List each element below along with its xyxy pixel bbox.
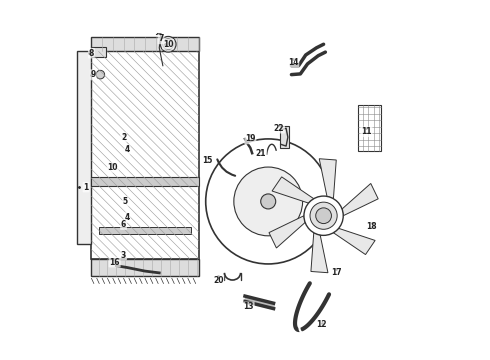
- Text: 11: 11: [361, 127, 372, 136]
- Text: 3: 3: [121, 251, 126, 260]
- Text: 4: 4: [124, 145, 130, 154]
- Text: 17: 17: [331, 268, 342, 277]
- Circle shape: [316, 208, 331, 224]
- Text: 6: 6: [121, 220, 126, 229]
- Text: 18: 18: [367, 222, 377, 231]
- Text: 20: 20: [213, 275, 223, 284]
- Text: 12: 12: [317, 320, 327, 329]
- Text: 15: 15: [202, 156, 213, 165]
- Circle shape: [160, 36, 176, 52]
- Bar: [92, 37, 198, 51]
- Polygon shape: [269, 216, 305, 248]
- Circle shape: [261, 194, 276, 209]
- Circle shape: [234, 167, 303, 236]
- Text: 10: 10: [108, 163, 118, 172]
- Polygon shape: [319, 159, 336, 199]
- Polygon shape: [333, 228, 375, 255]
- Bar: [77, 51, 92, 244]
- Circle shape: [304, 196, 343, 235]
- Text: 8: 8: [89, 49, 94, 58]
- Text: 9: 9: [91, 70, 96, 79]
- Polygon shape: [311, 233, 328, 273]
- Circle shape: [310, 202, 337, 229]
- Text: 21: 21: [256, 149, 267, 158]
- Polygon shape: [342, 184, 378, 216]
- Circle shape: [163, 39, 173, 50]
- Bar: [92, 51, 198, 258]
- Bar: [92, 177, 198, 186]
- Text: 16: 16: [109, 258, 120, 267]
- Text: 10: 10: [163, 40, 173, 49]
- Bar: [98, 227, 192, 234]
- Text: 19: 19: [245, 134, 256, 143]
- Bar: [92, 258, 198, 276]
- Text: 4: 4: [124, 213, 130, 222]
- Circle shape: [96, 70, 104, 79]
- Text: 22: 22: [274, 124, 284, 133]
- Bar: [358, 105, 381, 152]
- Text: 14: 14: [288, 58, 298, 67]
- Circle shape: [206, 139, 331, 264]
- Bar: [92, 47, 106, 57]
- Text: 5: 5: [123, 197, 128, 206]
- Polygon shape: [272, 177, 314, 203]
- Text: 1: 1: [83, 183, 89, 192]
- Text: 13: 13: [244, 302, 254, 311]
- Text: 2: 2: [121, 132, 126, 141]
- Text: 7: 7: [158, 35, 164, 44]
- Bar: [280, 126, 289, 148]
